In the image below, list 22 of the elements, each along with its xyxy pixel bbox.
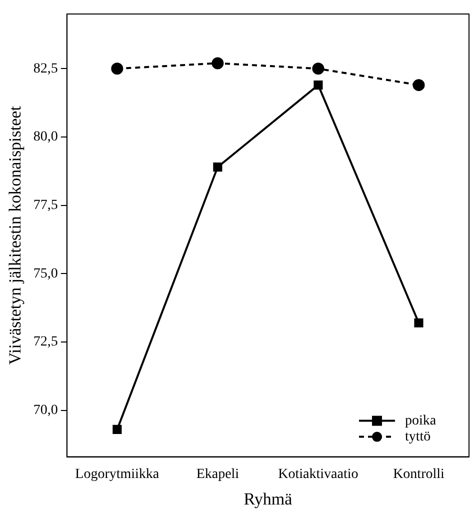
point xyxy=(414,318,424,328)
y-tick-label: 80,0 xyxy=(33,130,58,145)
point xyxy=(112,424,122,434)
x-tick-label: Logorytmiikka xyxy=(75,466,160,482)
x-tick-label: Kontrolli xyxy=(393,466,445,482)
y-tick-label: 75,0 xyxy=(33,266,58,282)
point xyxy=(212,57,224,70)
legend-label: poika xyxy=(405,413,437,428)
point xyxy=(314,80,323,90)
legend-label: tyttö xyxy=(405,429,431,444)
y-tick-label: 70,0 xyxy=(33,403,58,418)
point xyxy=(111,62,124,75)
x-axis-title: Ryhmä xyxy=(244,489,293,508)
y-tick-label: 77,5 xyxy=(33,198,58,214)
y-tick-label: 72,5 xyxy=(33,334,58,350)
x-tick-label: Kotiaktivaatio xyxy=(278,466,358,482)
point xyxy=(312,62,324,75)
x-tick-label: Ekapeli xyxy=(196,466,240,482)
point xyxy=(213,162,222,172)
y-axis-title: Viivästetyn jälkitestin kokonaispisteet xyxy=(6,106,25,365)
y-tick-label: 82,5 xyxy=(33,61,58,76)
point xyxy=(412,79,425,92)
